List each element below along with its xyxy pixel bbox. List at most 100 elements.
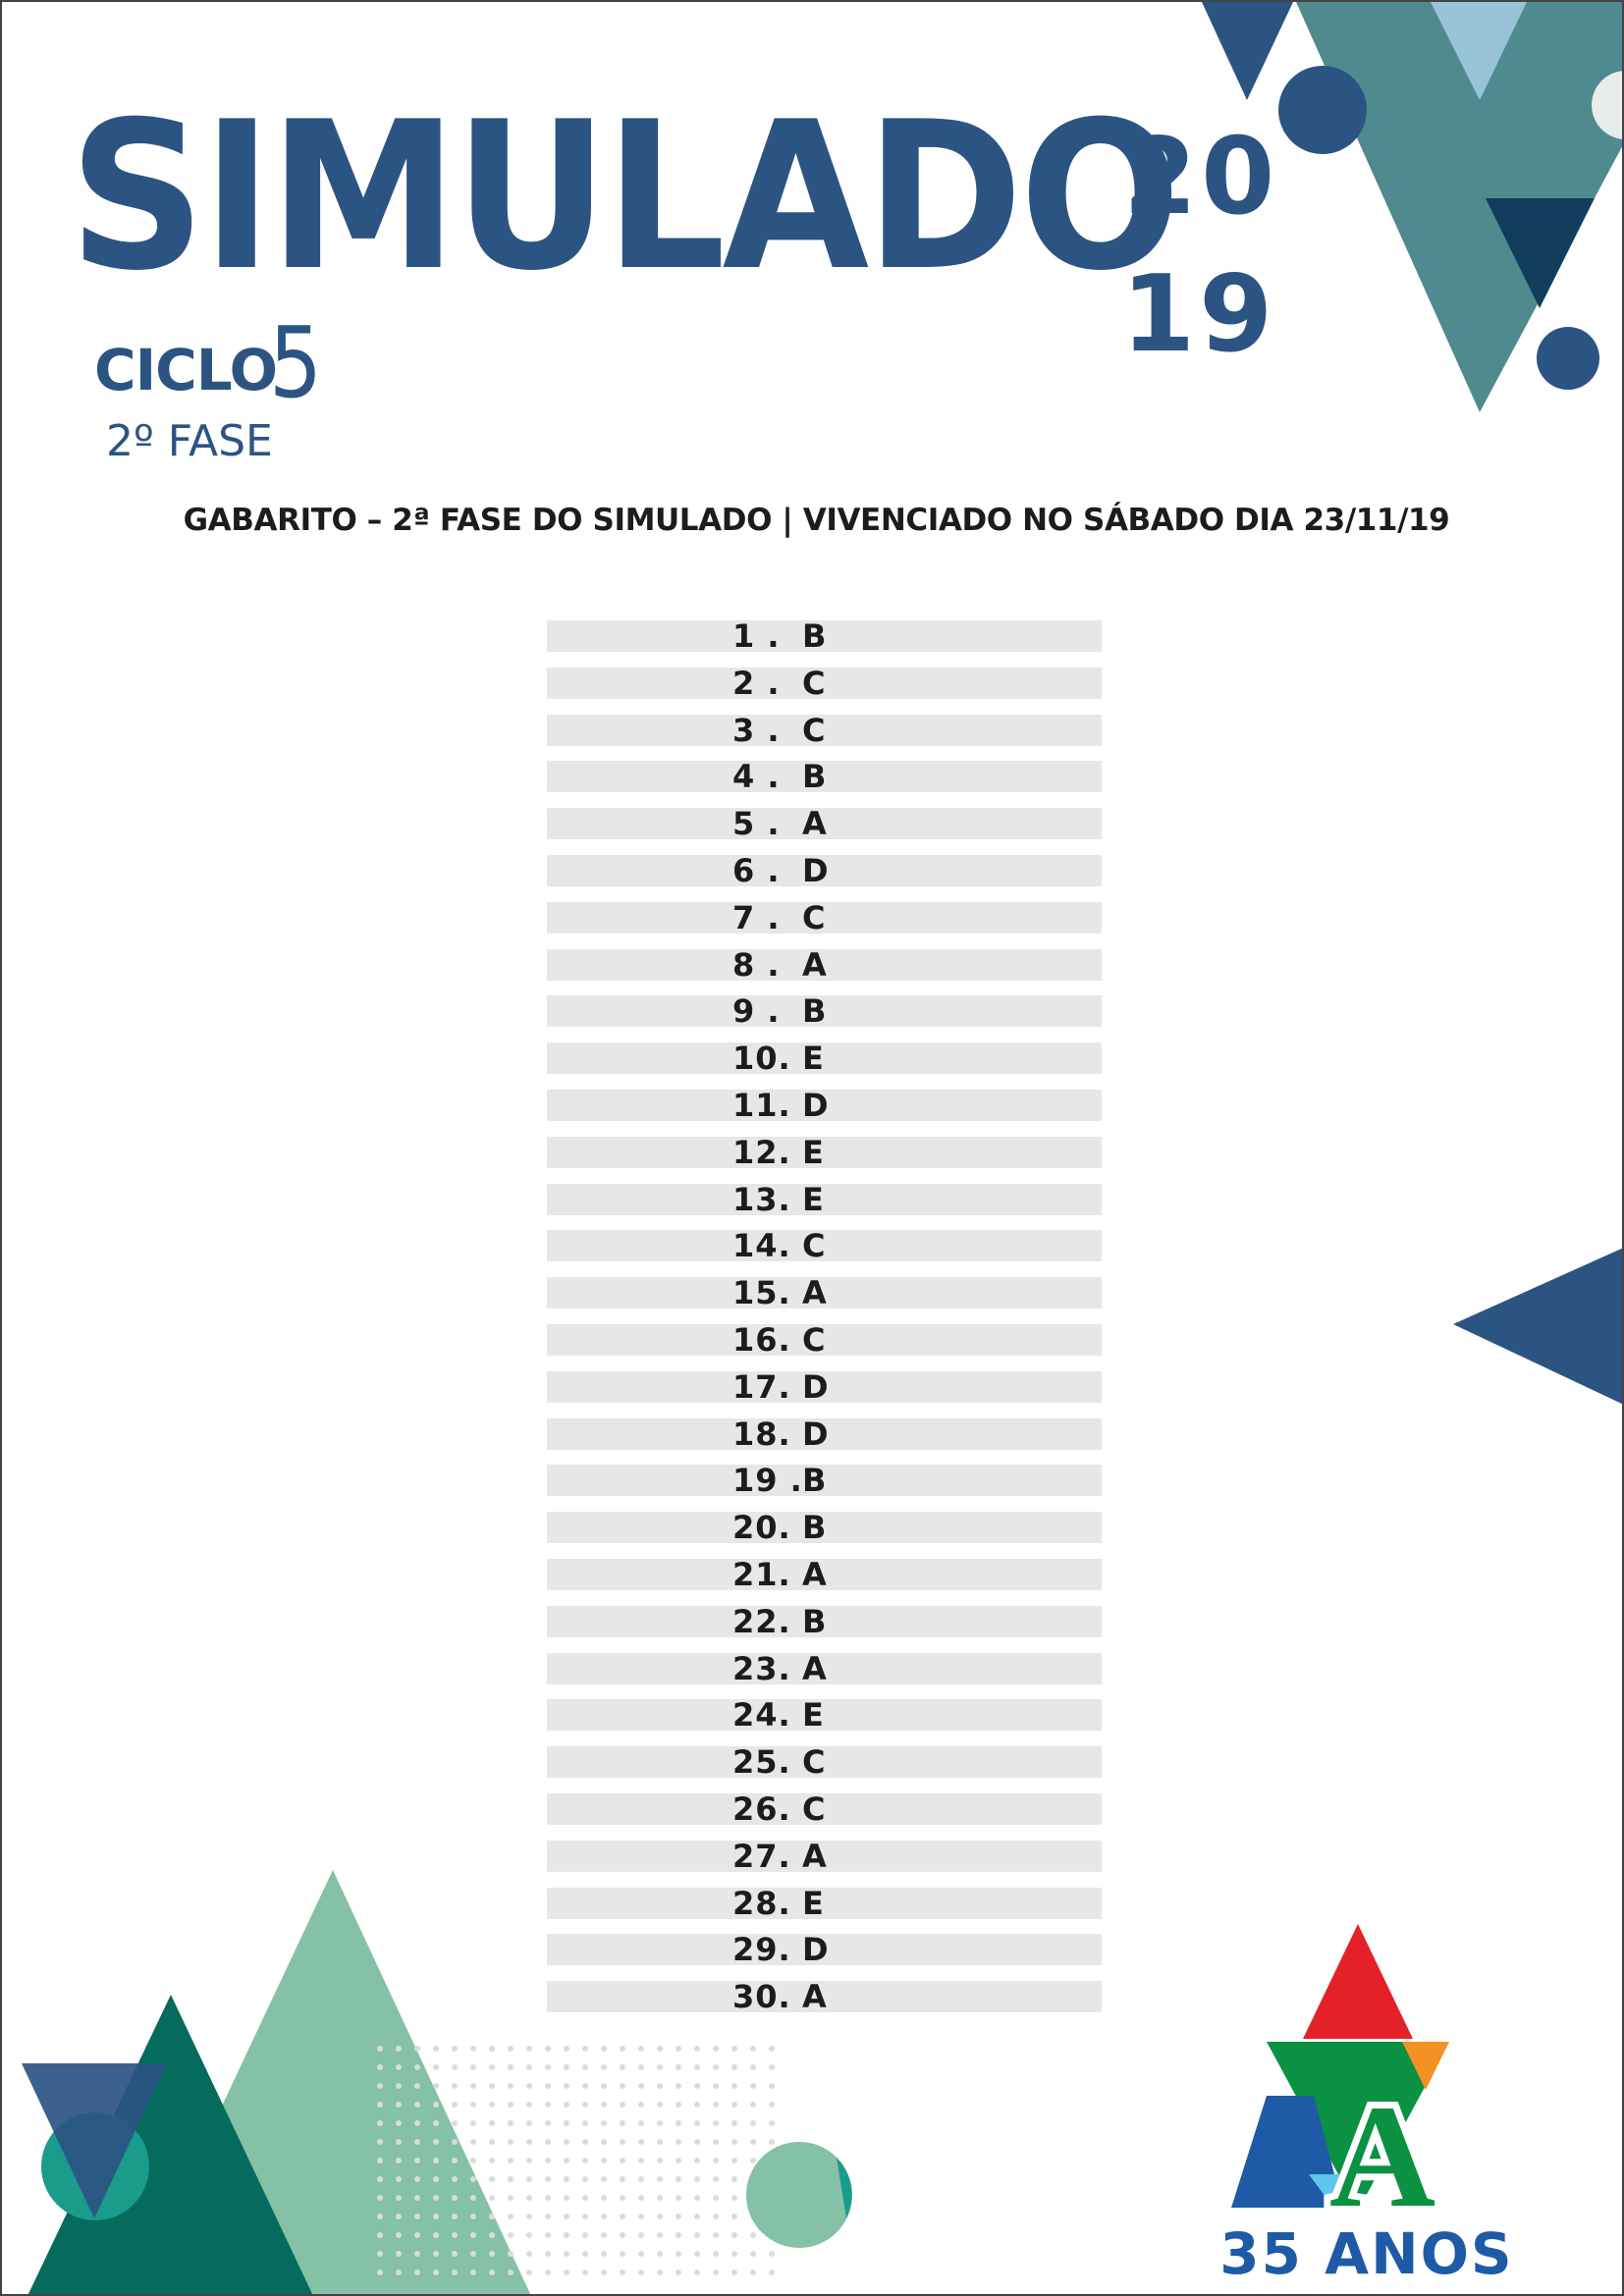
pattern-dot <box>601 2139 607 2145</box>
page-title: SIMULADO <box>69 79 1181 316</box>
pattern-dot <box>489 2083 495 2089</box>
pattern-dot <box>414 2251 420 2257</box>
pattern-dot <box>508 2269 514 2275</box>
question-number: 24. <box>732 1696 791 1735</box>
pattern-dot <box>694 2064 700 2070</box>
pattern-dot <box>414 2269 420 2275</box>
question-number: 13. <box>732 1180 791 1218</box>
pattern-dot <box>396 2269 402 2275</box>
pattern-dot <box>508 2102 514 2108</box>
pattern-dot <box>769 2269 775 2275</box>
pattern-dot <box>414 2139 420 2145</box>
pattern-dot <box>657 2176 663 2182</box>
pattern-dot <box>377 2269 383 2275</box>
pattern-dot <box>638 2269 644 2275</box>
pattern-dot <box>545 2102 551 2108</box>
pattern-dot <box>452 2195 458 2201</box>
pattern-dot <box>545 2046 551 2052</box>
pattern-dot <box>582 2158 588 2163</box>
pattern-dot <box>620 2083 625 2089</box>
pattern-dot <box>676 2120 681 2126</box>
pattern-dot <box>452 2232 458 2238</box>
pattern-dot <box>657 2251 663 2257</box>
pattern-dot <box>638 2195 644 2201</box>
pattern-dot <box>601 2232 607 2238</box>
pattern-dot <box>582 2102 588 2108</box>
question-number: 30. <box>732 1978 791 2016</box>
pattern-dot <box>676 2176 681 2182</box>
pattern-dot <box>564 2158 569 2163</box>
top-right-navy-triangle <box>1202 2 1293 100</box>
pattern-dot <box>731 2158 737 2163</box>
pattern-dot <box>452 2176 458 2182</box>
pattern-dot <box>526 2214 532 2219</box>
pattern-dot <box>377 2046 383 2052</box>
pattern-dot <box>713 2139 719 2145</box>
pattern-dot <box>433 2251 439 2257</box>
pattern-dot <box>377 2251 383 2257</box>
answer-row: 6 . D <box>547 851 1102 889</box>
pattern-dot <box>470 2214 476 2219</box>
pattern-dot <box>620 2251 625 2257</box>
logo-cyan-triangle <box>1309 2174 1350 2208</box>
pattern-dot <box>452 2251 458 2257</box>
pattern-dot <box>601 2195 607 2201</box>
pattern-dot <box>657 2139 663 2145</box>
question-number: 1 . <box>732 617 781 655</box>
answer-letter: A <box>802 1274 827 1312</box>
pattern-dot <box>545 2083 551 2089</box>
pattern-dot <box>694 2102 700 2108</box>
pattern-dot <box>452 2214 458 2219</box>
pattern-dot <box>508 2195 514 2201</box>
question-number: 18. <box>732 1415 791 1453</box>
answer-key-heading: GABARITO – 2ª FASE DO SIMULADO | VIVENCI… <box>183 503 1450 538</box>
answer-row: 29. D <box>547 1934 1102 1966</box>
pattern-dot <box>769 2102 775 2108</box>
pattern-dot <box>694 2251 700 2257</box>
pattern-dot <box>470 2120 476 2126</box>
pattern-dot <box>433 2214 439 2219</box>
pattern-dot <box>470 2251 476 2257</box>
pattern-dot <box>694 2158 700 2163</box>
pattern-dot <box>601 2083 607 2089</box>
question-number: 15. <box>732 1274 791 1312</box>
pattern-dot <box>489 2158 495 2163</box>
answer-letter: A <box>802 1837 827 1875</box>
question-number: 16. <box>732 1320 791 1359</box>
answer-letter: B <box>802 1462 827 1500</box>
pattern-dot <box>638 2120 644 2126</box>
pattern-dot <box>713 2214 719 2219</box>
pattern-dot <box>433 2083 439 2089</box>
pattern-dot <box>676 2083 681 2089</box>
pattern-dot <box>676 2269 681 2275</box>
answer-row: 17. D <box>547 1370 1102 1403</box>
pattern-dot <box>526 2158 532 2163</box>
answer-row: 30. A <box>547 1978 1102 2016</box>
pattern-dot <box>713 2195 719 2201</box>
pattern-dot <box>396 2214 402 2219</box>
pattern-dot <box>396 2139 402 2145</box>
pattern-dot <box>601 2176 607 2182</box>
pattern-dot <box>545 2120 551 2126</box>
pattern-dot <box>713 2251 719 2257</box>
pattern-dot <box>470 2158 476 2163</box>
pattern-dot <box>414 2195 420 2201</box>
right-navy-triangle <box>1453 1248 1622 1405</box>
pattern-dot <box>694 2232 700 2238</box>
question-number: 6 . <box>732 851 781 889</box>
answer-letter: D <box>802 1415 829 1453</box>
pattern-dot <box>676 2214 681 2219</box>
answer-row: 11. D <box>547 1089 1102 1121</box>
pattern-dot <box>489 2232 495 2238</box>
pattern-dot <box>508 2083 514 2089</box>
answer-letter: C <box>802 1789 826 1828</box>
answer-row: 24. E <box>547 1696 1102 1735</box>
pattern-dot <box>731 2120 737 2126</box>
question-number: 26. <box>732 1789 791 1828</box>
pattern-dot <box>638 2139 644 2145</box>
pattern-dot <box>731 2046 737 2052</box>
answer-row: 26. C <box>547 1789 1102 1828</box>
pattern-dot <box>452 2269 458 2275</box>
pattern-dot <box>470 2269 476 2275</box>
pattern-dot <box>582 2139 588 2145</box>
